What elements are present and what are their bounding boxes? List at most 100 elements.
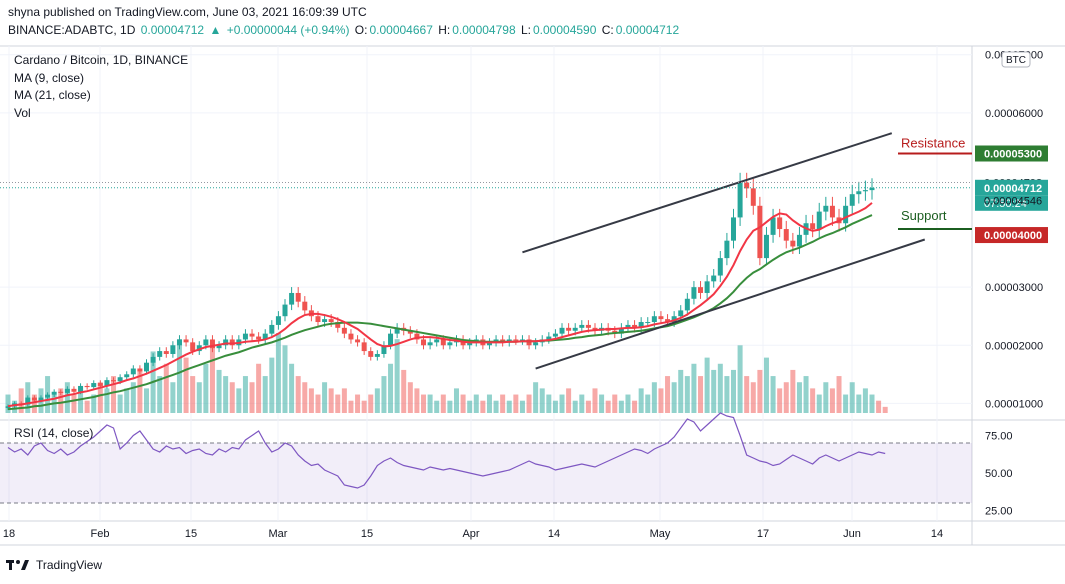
last-price-tag: 0.00004712: [984, 183, 1042, 195]
candle-body: [572, 327, 578, 331]
candle-body: [78, 385, 84, 392]
candle-body: [724, 240, 730, 259]
volume-bar: [849, 382, 855, 413]
legend-vol[interactable]: Vol: [14, 105, 31, 120]
candle-body: [209, 339, 215, 349]
volume-bar: [137, 369, 143, 413]
high-value: 0.00004798: [452, 23, 516, 37]
volume-bar: [401, 369, 407, 413]
candle-body: [796, 234, 802, 247]
volume-bar: [71, 394, 77, 413]
candle-body: [513, 339, 519, 341]
currency-badge: [1001, 51, 1031, 68]
candle-body: [770, 217, 776, 235]
candle-body: [678, 310, 684, 317]
volume-bar: [427, 394, 433, 413]
y-tick-label: 0.00002000: [985, 340, 1043, 352]
candle-body: [269, 324, 275, 334]
candle-body: [849, 194, 855, 206]
candle-body: [196, 345, 202, 352]
volume-bar: [91, 394, 97, 413]
symbol-label: BINANCE:ADABTC, 1D: [8, 23, 136, 37]
candle-body: [190, 342, 196, 352]
candle-body: [810, 223, 816, 230]
volume-bar: [869, 394, 875, 413]
chart-title: Cardano / Bitcoin, 1D, BINANCE: [14, 53, 189, 67]
volume-bar: [658, 388, 664, 413]
volume-bar: [236, 388, 242, 413]
candle-body: [176, 339, 182, 346]
volume-bar: [539, 388, 545, 413]
candle-body: [711, 275, 717, 282]
volume-bar: [671, 382, 677, 413]
volume-bar: [203, 363, 209, 413]
volume-bar: [724, 376, 730, 413]
volume-bar: [678, 369, 684, 413]
candle-body: [64, 388, 70, 393]
volume-bar: [282, 345, 288, 413]
volume-bar: [829, 388, 835, 413]
volume-bar: [368, 394, 374, 413]
candle-body: [698, 287, 704, 293]
volume-bar: [717, 363, 723, 413]
volume-bar: [625, 394, 631, 413]
volume-bar: [407, 382, 413, 413]
volume-bar: [843, 394, 849, 413]
candle-body: [467, 342, 473, 346]
volume-bar: [823, 382, 829, 413]
lower-trendline: [535, 238, 926, 370]
candle-body: [91, 383, 97, 388]
candle-body: [645, 322, 651, 324]
candle-body: [388, 333, 394, 346]
candle-body: [777, 217, 783, 230]
volume-bar: [876, 400, 882, 413]
x-tick-label: Jun: [843, 528, 861, 540]
rsi-legend[interactable]: RSI (14, close): [14, 426, 94, 440]
candle-body: [144, 362, 150, 372]
ma21-line: [7, 214, 873, 411]
volume-bar: [31, 394, 37, 413]
volume-bar: [486, 394, 492, 413]
candle-body: [559, 327, 565, 334]
volume-bar: [638, 388, 644, 413]
volume-bar: [737, 345, 743, 413]
candle-body: [566, 327, 572, 331]
candle-body: [170, 345, 176, 354]
candle-body: [242, 333, 248, 340]
candle-body: [730, 217, 736, 241]
volume-bar: [97, 382, 103, 413]
candle-body: [843, 205, 849, 224]
countdown-tag: 07:50:24: [984, 198, 1027, 210]
volume-bar: [493, 400, 499, 413]
candle-body: [519, 339, 525, 341]
low-label: L:: [520, 23, 531, 37]
close-label: C:: [601, 23, 614, 37]
volume-bar: [770, 376, 776, 413]
x-tick-label: 15: [185, 528, 197, 540]
currency-badge-text: BTC: [1006, 55, 1026, 66]
volume-bar: [176, 339, 182, 413]
volume-bar: [355, 394, 361, 413]
candle-body: [486, 342, 492, 346]
volume-bar: [124, 388, 130, 413]
rsi-tick-label: 50.00: [985, 468, 1013, 480]
ma9-line: [7, 202, 873, 408]
candle-body: [282, 304, 288, 317]
up-arrow-icon: ▲: [209, 23, 222, 37]
volume-bar: [361, 400, 367, 413]
x-tick-label: Feb: [91, 528, 110, 540]
candle-body: [704, 281, 710, 293]
published-info: shyna published on TradingView.com, June…: [8, 5, 367, 19]
x-tick-label: 14: [548, 528, 560, 540]
volume-bar: [209, 345, 215, 413]
legend-ma9[interactable]: MA (9, close): [14, 70, 85, 85]
open-value: 0.00004667: [369, 23, 433, 37]
footer-brand[interactable]: TradingView: [6, 558, 102, 572]
volume-bar: [566, 388, 572, 413]
legend-ma21[interactable]: MA (21, close): [14, 88, 91, 102]
candle-body: [579, 324, 585, 328]
volume-bar: [546, 394, 552, 413]
candle-body: [315, 316, 321, 323]
volume-bar: [58, 388, 64, 413]
